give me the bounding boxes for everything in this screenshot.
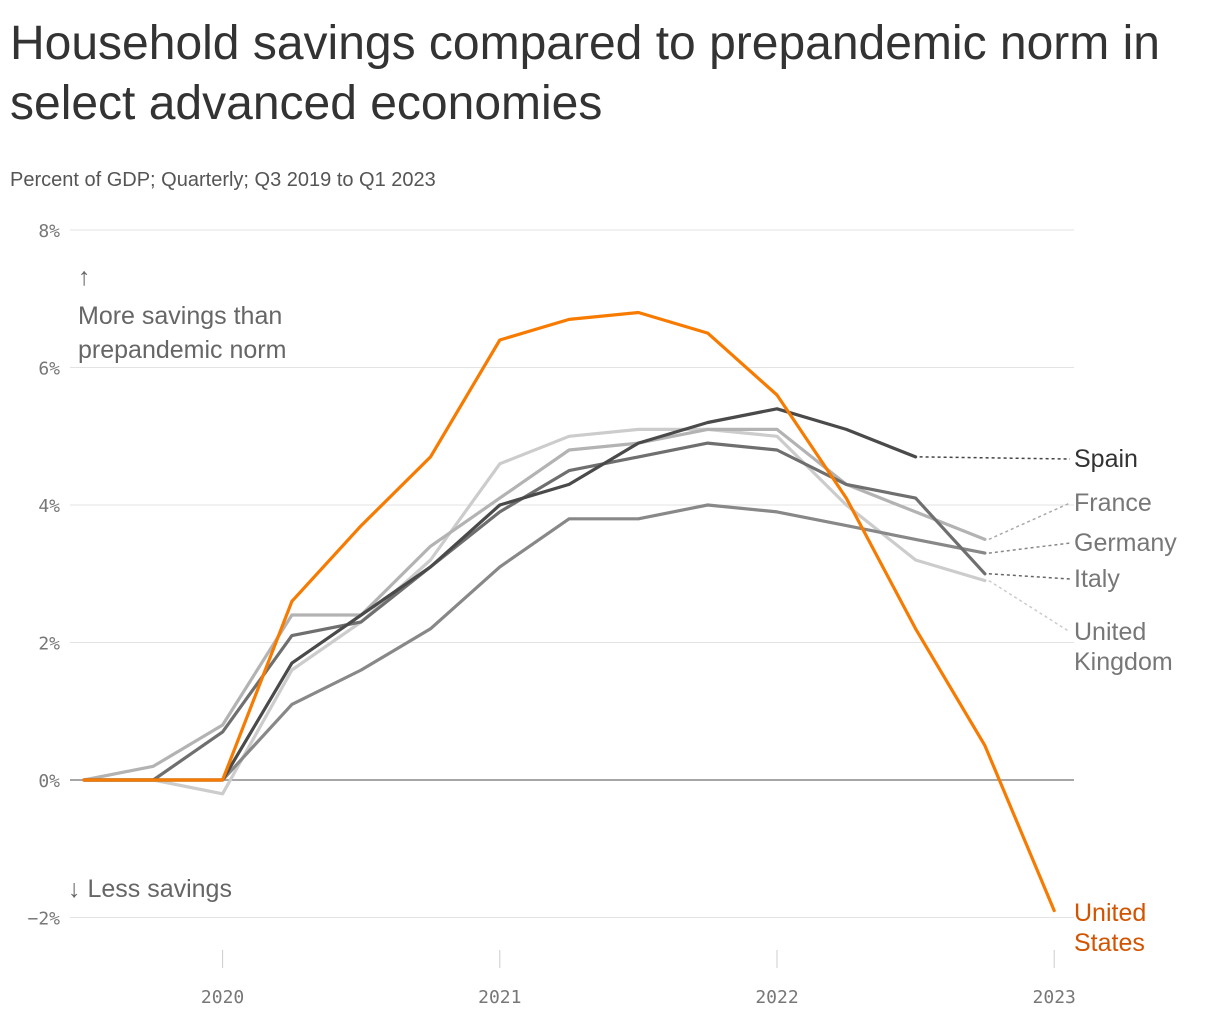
leader-line-france — [988, 502, 1071, 541]
x-tick-label: 2023 — [1033, 987, 1076, 1008]
y-axis-ticks: 8% 6% 4% 2% 0% −2% — [27, 221, 60, 930]
chart-subtitle: Percent of GDP; Quarterly; Q3 2019 to Q1… — [10, 169, 436, 191]
y-tick-label: 8% — [38, 221, 60, 242]
series-lines — [82, 310, 1056, 913]
more-savings-annotation-line1: More savings than — [78, 302, 282, 330]
leader-line-spain — [919, 456, 1071, 460]
y-tick-label: 6% — [38, 359, 60, 380]
series-line-france — [82, 427, 987, 782]
series-label-italy: Italy — [1074, 565, 1120, 593]
series-label-united-kingdom: Kingdom — [1074, 648, 1173, 676]
series-label-spain: Spain — [1074, 445, 1138, 473]
x-axis-ticks: 2020 2021 2022 2023 — [201, 950, 1076, 1008]
less-savings-annotation: ↓ Less savings — [68, 875, 232, 903]
series-label-germany: Germany — [1074, 529, 1177, 557]
y-tick-label: −2% — [27, 909, 60, 930]
series-label-united-states: United — [1074, 899, 1146, 927]
series-label-united-states: States — [1074, 929, 1145, 957]
series-line-united-states — [82, 310, 1056, 913]
series-line-germany — [82, 503, 987, 782]
x-tick-label: 2020 — [201, 987, 244, 1008]
x-tick-label: 2021 — [478, 987, 521, 1008]
label-leader-lines — [919, 456, 1071, 633]
series-labels: UnitedKingdomFranceGermanyItalySpainUnit… — [1074, 445, 1177, 957]
more-savings-annotation-line2: prepandemic norm — [78, 336, 286, 364]
y-tick-label: 0% — [38, 771, 60, 792]
x-tick-label: 2022 — [755, 987, 798, 1008]
leader-line-germany — [988, 542, 1071, 554]
annotations: ↑ More savings than prepandemic norm ↓ L… — [68, 263, 286, 903]
up-arrow-icon: ↑ — [78, 263, 91, 291]
series-label-france: France — [1074, 489, 1152, 517]
series-label-united-kingdom: United — [1074, 618, 1146, 646]
series-line-united-kingdom — [82, 427, 987, 796]
leader-line-united-kingdom — [988, 579, 1071, 633]
chart-title: Household savings compared to prepandemi… — [10, 17, 1160, 130]
leader-line-italy — [988, 573, 1071, 580]
y-tick-label: 4% — [38, 496, 60, 517]
gridlines — [70, 229, 1074, 918]
y-tick-label: 2% — [38, 634, 60, 655]
